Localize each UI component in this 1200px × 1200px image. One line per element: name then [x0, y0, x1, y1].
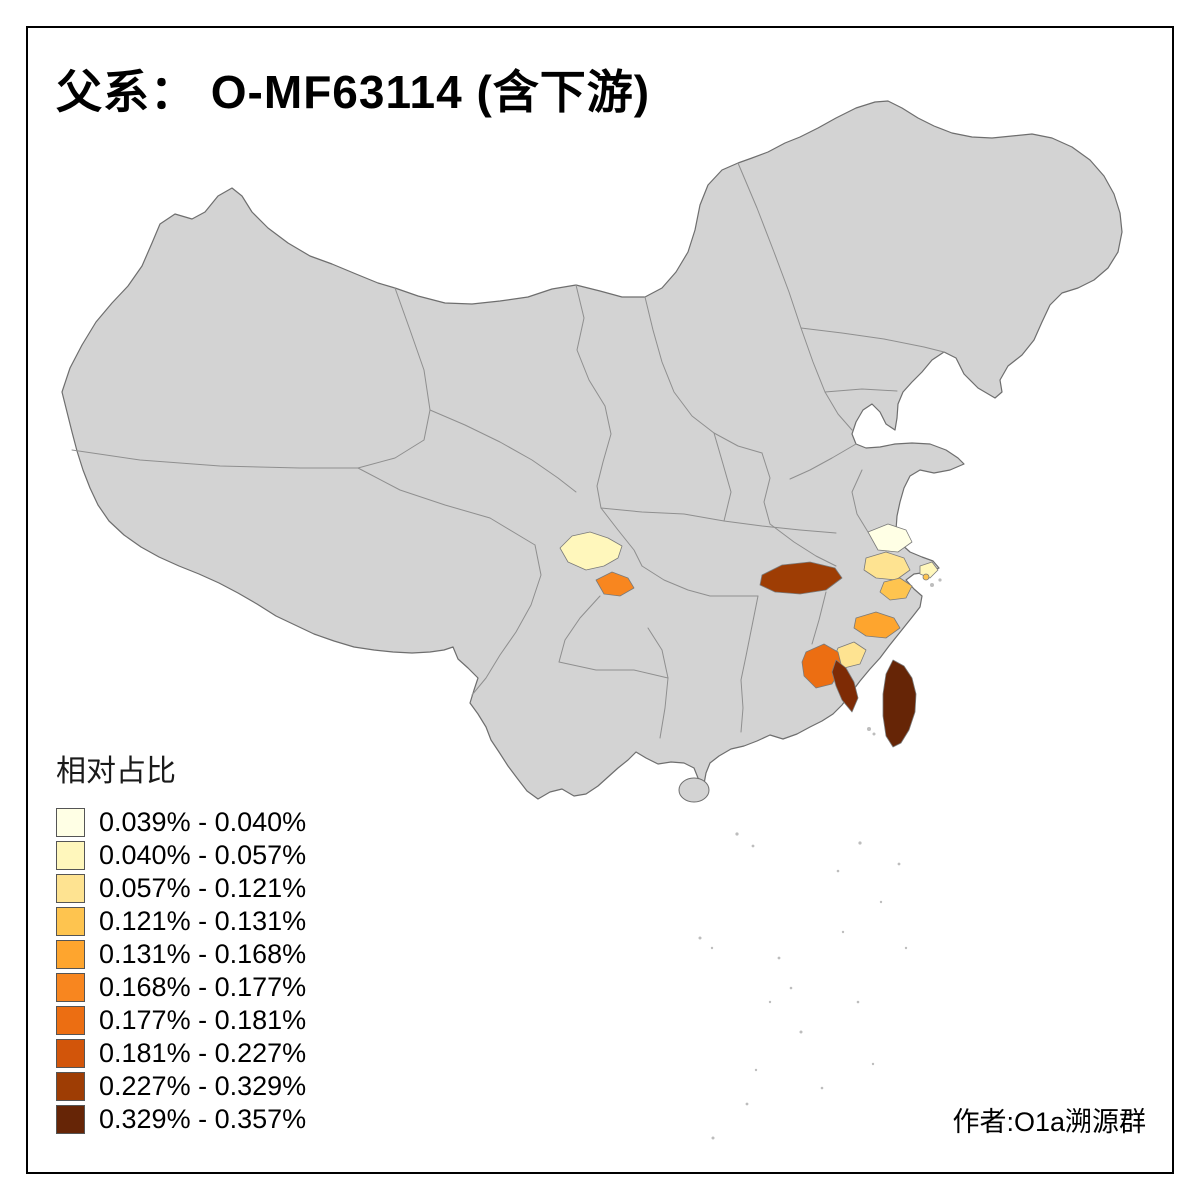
island-speck: [841, 930, 845, 934]
legend-swatch: [56, 874, 85, 903]
legend-item-label: 0.181% - 0.227%: [99, 1038, 307, 1068]
legend-item: 0.181% - 0.227%: [56, 1037, 306, 1070]
province-border-line: [713, 432, 732, 522]
island-speck: [938, 578, 942, 582]
province-border-line: [851, 469, 869, 533]
province-border-line: [811, 591, 827, 645]
region-taiwan: [882, 659, 917, 748]
author-credit: 作者:O1a溯源群: [952, 1107, 1146, 1137]
province-border-line: [769, 523, 837, 567]
province-border-line: [429, 409, 577, 493]
legend-swatch: [56, 1039, 85, 1068]
island-speck: [836, 869, 840, 873]
legend-item-label: 0.121% - 0.131%: [99, 906, 307, 936]
province-border-line: [789, 443, 857, 480]
legend-item: 0.121% - 0.131%: [56, 905, 306, 938]
island-speck: [777, 956, 781, 960]
legend-swatch: [56, 808, 85, 837]
region-fujian-inland: [801, 643, 843, 689]
legend-swatch: [56, 973, 85, 1002]
province-border-line: [824, 388, 898, 393]
legend-item: 0.057% - 0.121%: [56, 872, 306, 905]
hainan-island: [678, 777, 710, 803]
legend-item: 0.329% - 0.357%: [56, 1103, 306, 1136]
legend-item-label: 0.040% - 0.057%: [99, 840, 307, 870]
province-border-line: [558, 595, 601, 663]
island-speck: [871, 1062, 875, 1066]
province-border-line: [471, 544, 542, 696]
island-speck: [872, 732, 876, 736]
island-speck: [768, 1000, 772, 1004]
island-speck: [858, 841, 862, 845]
map-title: 父系： O-MF63114 (含下游): [56, 66, 651, 118]
legend-item: 0.131% - 0.168%: [56, 938, 306, 971]
legend-item-label: 0.177% - 0.181%: [99, 1005, 307, 1035]
region-fujian-coast: [831, 659, 859, 713]
legend-item: 0.039% - 0.040%: [56, 806, 306, 839]
legend: 相对占比 0.039% - 0.040% 0.040% - 0.057% 0.057…: [56, 746, 306, 1136]
region-zhejiang-south-coast: [853, 611, 901, 639]
landmass-group: [61, 100, 1123, 803]
legend-items: 0.039% - 0.040% 0.040% - 0.057% 0.057% - 0…: [56, 806, 306, 1136]
mainland-outline: [61, 100, 1123, 800]
island-speck: [799, 1030, 803, 1034]
legend-item-label: 0.168% - 0.177%: [99, 972, 307, 1002]
legend-item: 0.227% - 0.329%: [56, 1070, 306, 1103]
province-border-line: [600, 507, 643, 567]
legend-item: 0.040% - 0.057%: [56, 839, 306, 872]
province-border-line: [740, 595, 759, 681]
region-sichuan: [559, 531, 623, 571]
region-hubei: [759, 561, 843, 595]
province-border-line: [800, 327, 945, 353]
island-speck: [789, 986, 793, 990]
region-zhejiang-east: [879, 577, 913, 601]
legend-item-label: 0.329% - 0.357%: [99, 1104, 307, 1134]
legend-item-label: 0.039% - 0.040%: [99, 807, 307, 837]
legend-item-label: 0.131% - 0.168%: [99, 939, 307, 969]
province-borders: [71, 162, 945, 739]
island-speck: [867, 727, 871, 731]
legend-swatch: [56, 1006, 85, 1035]
legend-swatch: [56, 1072, 85, 1101]
province-border-line: [357, 467, 536, 546]
province-border-line: [71, 449, 359, 469]
legend-swatch: [56, 1105, 85, 1134]
island-speck: [754, 1068, 758, 1072]
island-speck: [879, 900, 883, 904]
island-speck: [856, 1000, 860, 1004]
region-jiangsu-south: [867, 523, 913, 553]
region-zhoushan-island: [922, 573, 930, 581]
island-speck: [745, 1102, 749, 1106]
legend-title: 相对占比: [56, 755, 176, 788]
island-speck: [751, 844, 755, 848]
island-speck: [711, 1136, 715, 1140]
region-zhejiang-north: [863, 551, 911, 581]
island-speck: [735, 832, 739, 836]
highlighted-regions: [559, 523, 939, 748]
province-border-line: [575, 284, 612, 509]
province-border-line: [644, 296, 763, 454]
legend-item: 0.177% - 0.181%: [56, 1004, 306, 1037]
legend-item: 0.168% - 0.177%: [56, 971, 306, 1004]
region-chongqing: [595, 571, 635, 597]
legend-swatch: [56, 907, 85, 936]
small-islands: [698, 578, 942, 1140]
province-border-line: [641, 565, 759, 597]
island-speck: [820, 1086, 824, 1090]
legend-item-label: 0.227% - 0.329%: [99, 1071, 307, 1101]
island-speck: [897, 862, 901, 866]
legend-item-label: 0.057% - 0.121%: [99, 873, 307, 903]
legend-swatch: [56, 841, 85, 870]
island-speck: [710, 946, 714, 950]
province-border-line: [740, 679, 744, 733]
island-speck: [698, 936, 702, 940]
province-border-line: [761, 452, 771, 525]
province-border-line: [558, 661, 669, 679]
island-speck: [930, 583, 934, 587]
legend-swatch: [56, 940, 85, 969]
island-speck: [904, 946, 908, 950]
